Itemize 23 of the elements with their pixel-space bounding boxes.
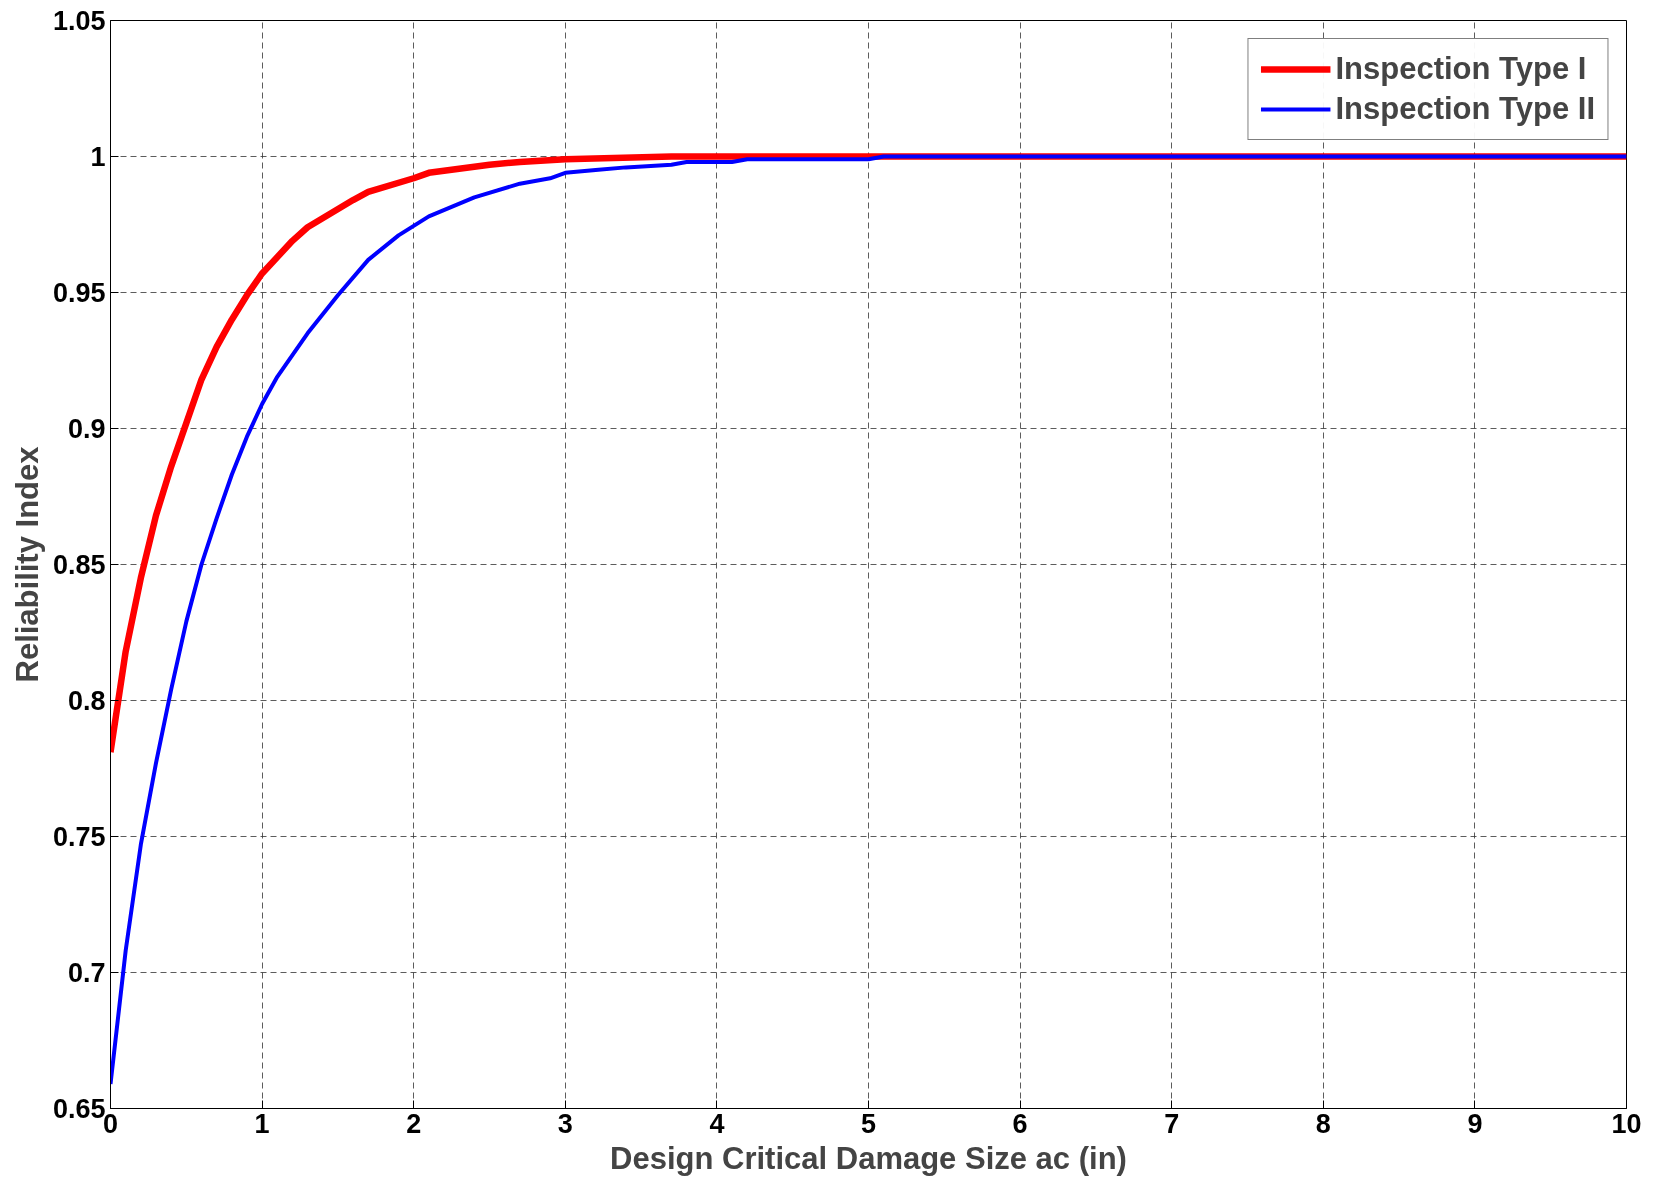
x-tick-label: 9	[1467, 1108, 1483, 1139]
y-tick-label: 0.95	[52, 278, 106, 308]
x-tick-label: 1	[254, 1108, 270, 1139]
x-tick-label: 10	[1611, 1108, 1642, 1139]
y-tick-label: 0.85	[52, 550, 106, 580]
y-tick-label: 0.8	[67, 686, 106, 716]
y-tick-label: 1	[90, 142, 106, 172]
y-tick-label: 0.7	[67, 958, 106, 988]
legend-label: Inspection Type II	[1335, 91, 1595, 127]
y-tick-label: 0.75	[52, 822, 106, 852]
y-axis-title: Reliability Index	[9, 445, 45, 683]
x-tick-label: 8	[1315, 1108, 1331, 1139]
x-tick-label: 5	[860, 1108, 877, 1139]
x-tick-label: 2	[406, 1108, 422, 1139]
x-tick-label: 3	[557, 1108, 573, 1139]
y-tick-label: 1.05	[52, 6, 106, 36]
x-tick-label: 7	[1164, 1108, 1180, 1139]
y-tick-label: 0.9	[67, 414, 106, 444]
x-axis-title: Design Critical Damage Size ac (in)	[610, 1140, 1127, 1176]
x-tick-label: 6	[1012, 1108, 1028, 1139]
legend-label: Inspection Type I	[1335, 51, 1587, 87]
line-series	[110, 154, 1627, 1087]
x-tick-label: 4	[709, 1108, 725, 1139]
